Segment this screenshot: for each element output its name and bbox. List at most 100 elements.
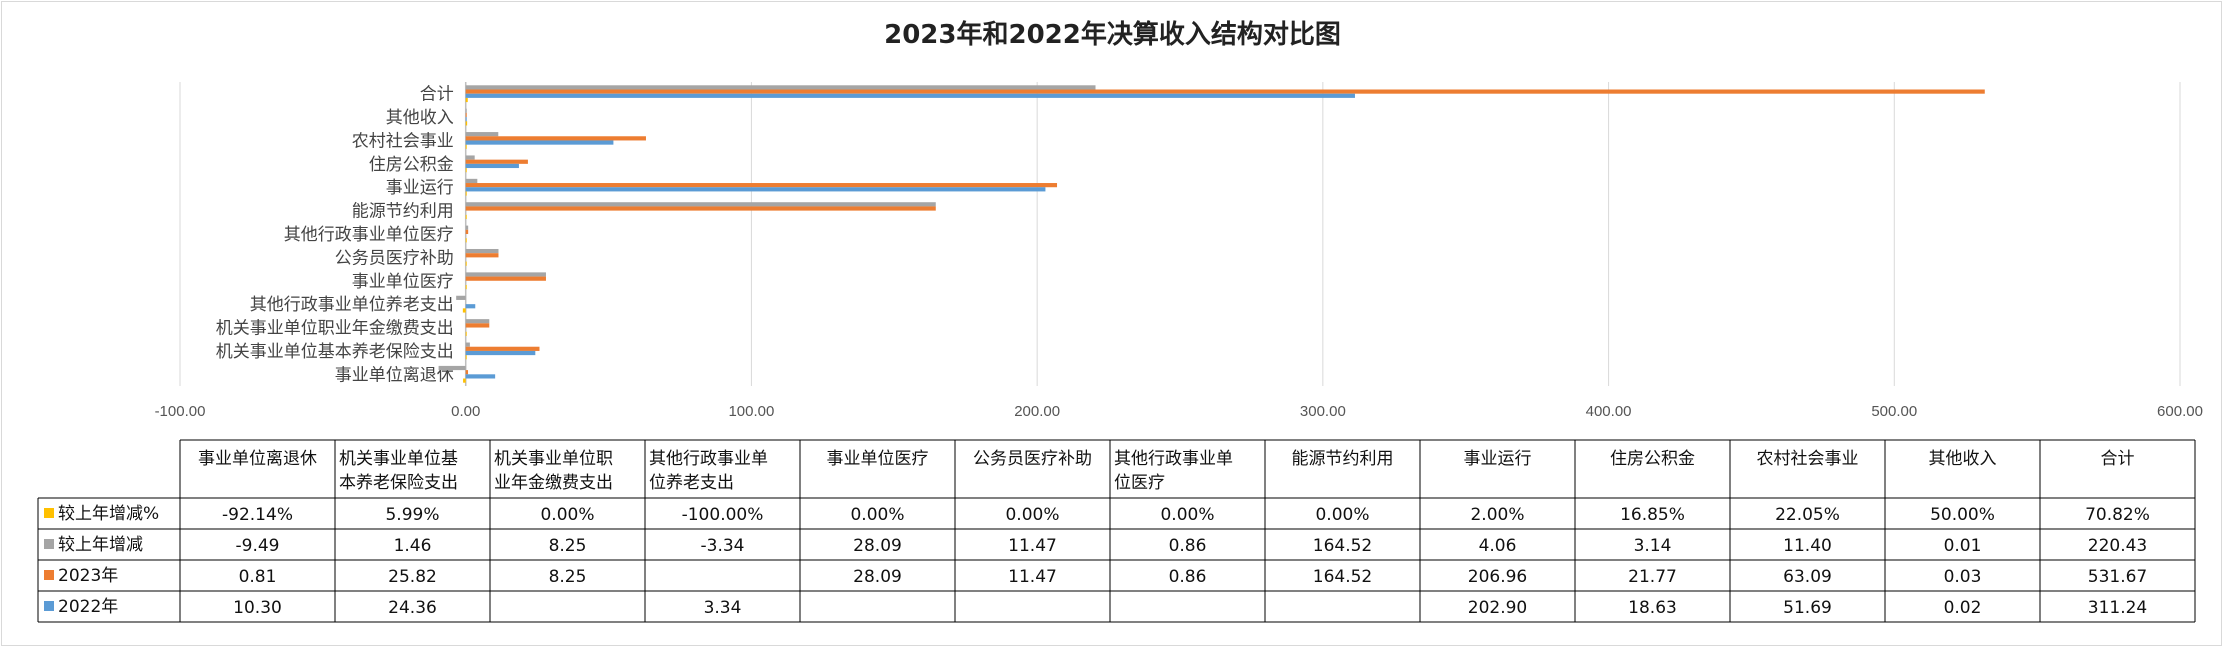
table-cell: 0.00% <box>1315 505 1369 525</box>
table-header-cell: 事业单位医疗 <box>827 449 929 469</box>
bar <box>465 89 1985 94</box>
bar <box>438 365 466 371</box>
legend-swatch <box>44 570 54 580</box>
table-cell: 311.24 <box>2088 598 2147 618</box>
table-cell: 0.02 <box>1944 598 1982 618</box>
table-cell: 220.43 <box>2088 536 2147 556</box>
bar <box>465 168 467 173</box>
x-tick-label: 0.00 <box>451 403 480 420</box>
table-cell: 18.63 <box>1628 598 1677 618</box>
table-cell: 50.00% <box>1930 505 1995 525</box>
table-header-cell: 本养老保险支出 <box>339 473 458 493</box>
table-header-cell: 公务员医疗补助 <box>973 449 1092 469</box>
table-header-cell: 业年金缴费支出 <box>494 473 613 493</box>
bar <box>465 140 614 145</box>
bar <box>465 187 1046 192</box>
table-cell: 0.86 <box>1169 567 1207 587</box>
bar <box>465 121 468 126</box>
table-header-cell: 位医疗 <box>1114 473 1165 493</box>
bar <box>465 112 467 118</box>
table-cell: 531.67 <box>2088 567 2147 587</box>
table-cell: 10.30 <box>233 598 282 618</box>
table-cell: -9.49 <box>236 536 280 556</box>
bar <box>465 144 467 149</box>
table-cell: 51.69 <box>1783 598 1832 618</box>
table-cell: 164.52 <box>1313 567 1372 587</box>
table-header-cell: 机关事业单位职 <box>494 449 613 469</box>
bar <box>465 346 540 351</box>
bar <box>465 163 519 169</box>
bar <box>465 355 467 360</box>
y-category-label: 住房公积金 <box>369 155 454 175</box>
bar <box>465 374 496 379</box>
bar <box>465 238 467 243</box>
bar <box>465 117 467 122</box>
table-cell: -92.14% <box>222 505 293 525</box>
table-cell: 11.47 <box>1008 567 1057 587</box>
bar <box>465 284 467 290</box>
bar <box>456 295 466 300</box>
legend-swatch <box>44 539 54 549</box>
y-category-label: 合计 <box>420 85 454 105</box>
bar <box>465 191 467 196</box>
table-cell: 3.14 <box>1634 536 1672 556</box>
bar <box>465 253 499 258</box>
bar <box>465 261 467 266</box>
table-cell: 22.05% <box>1775 505 1840 525</box>
table-header-cell: 位养老支出 <box>649 473 734 493</box>
table-cell: 0.00% <box>540 505 594 525</box>
x-tick-label: 300.00 <box>1300 403 1346 420</box>
x-tick-label: 600.00 <box>2157 403 2203 420</box>
table-cell: 202.90 <box>1468 598 1527 618</box>
table-header-cell: 其他行政事业单 <box>649 449 768 469</box>
bar <box>465 93 1355 98</box>
table-cell: 24.36 <box>388 598 437 618</box>
bar <box>465 331 467 336</box>
table-cell: 8.25 <box>549 536 587 556</box>
bar <box>465 323 490 328</box>
table-cell: 5.99% <box>385 505 439 525</box>
bar <box>465 248 499 254</box>
chart-title: 2023年和2022年决算收入结构对比图 <box>884 20 1341 50</box>
legend-swatch <box>44 601 54 611</box>
bar <box>465 214 467 220</box>
table-cell: 21.77 <box>1628 567 1677 587</box>
table-cell: 0.00% <box>850 505 904 525</box>
x-tick-label: 200.00 <box>1014 403 1060 420</box>
bar <box>465 159 528 164</box>
y-category-label: 事业单位离退休 <box>335 365 454 385</box>
bar <box>465 276 546 281</box>
table-cell: -100.00% <box>682 505 764 525</box>
legend-series-label: 较上年增减% <box>58 504 159 524</box>
table-cell: -3.34 <box>701 536 745 556</box>
bar <box>465 132 499 137</box>
table-header-cell: 农村社会事业 <box>1757 449 1859 469</box>
bar <box>465 155 475 160</box>
bar <box>463 378 466 383</box>
bar <box>465 319 490 324</box>
y-category-label: 机关事业单位基本养老保险支出 <box>216 342 454 362</box>
table-header-cell: 能源节约利用 <box>1292 449 1394 469</box>
y-category-label: 其他收入 <box>386 108 454 128</box>
x-tick-label: 400.00 <box>1586 403 1632 420</box>
table-cell: 11.47 <box>1008 536 1057 556</box>
table-cell: 16.85% <box>1620 505 1685 525</box>
x-tick-label: 100.00 <box>728 403 774 420</box>
bar <box>465 342 470 347</box>
bar <box>465 136 646 141</box>
table-header-cell: 机关事业单位基 <box>339 449 458 469</box>
table-cell: 8.25 <box>549 567 587 587</box>
table-cell: 25.82 <box>388 567 437 587</box>
bar <box>465 225 469 230</box>
table-cell: 0.03 <box>1944 567 1982 587</box>
y-category-label: 事业运行 <box>386 178 454 198</box>
table-cell: 164.52 <box>1313 536 1372 556</box>
table-cell: 1.46 <box>394 536 432 556</box>
bar <box>465 304 476 309</box>
bar <box>465 97 468 103</box>
table-cell: 3.34 <box>704 598 742 618</box>
y-category-label: 能源节约利用 <box>352 202 454 222</box>
y-category-label: 农村社会事业 <box>352 131 454 151</box>
bar <box>465 183 1058 188</box>
